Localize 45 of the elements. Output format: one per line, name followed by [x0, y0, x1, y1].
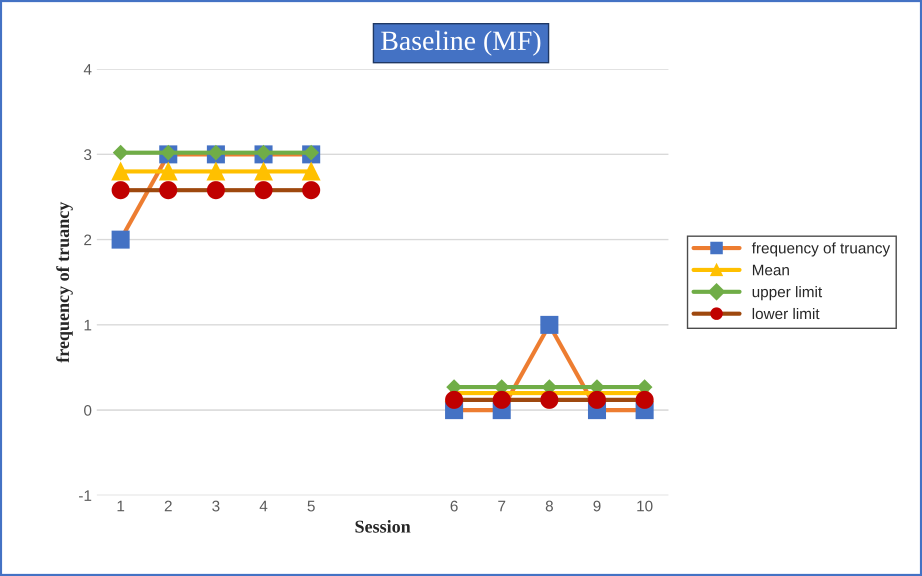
chart-title: Baseline (MF) [381, 30, 540, 56]
x-tick-label: 2 [164, 500, 172, 512]
point [304, 145, 319, 160]
x-tick-label: 1 [118, 500, 124, 512]
point [206, 181, 225, 200]
point [302, 162, 320, 180]
point [112, 181, 130, 200]
x-tick-label: 4 [260, 500, 268, 512]
x-tick-label: 8 [546, 500, 553, 512]
x-tick-label: 3 [212, 500, 220, 512]
point [636, 390, 654, 409]
legend-label: Mean [752, 264, 789, 276]
legend-label: upper limit [752, 286, 822, 300]
y-tick-label: 0 [84, 404, 92, 416]
point [160, 145, 176, 160]
y-tick-label: 2 [84, 234, 92, 246]
point [588, 390, 606, 409]
y-tick-label: 3 [84, 149, 92, 160]
x-tick-label: 10 [637, 500, 653, 512]
x-tick-label: 7 [498, 500, 506, 512]
point [206, 162, 225, 180]
legend-label: frequency of truancy [752, 242, 890, 257]
point [113, 145, 128, 160]
y-tick-label: -1 [79, 490, 92, 501]
point [302, 181, 320, 200]
point [256, 145, 272, 160]
legend-label: lower limit [752, 308, 820, 320]
point [112, 162, 130, 180]
point [540, 316, 558, 334]
y-axis-title: frequency of truancy [56, 202, 73, 363]
point [112, 230, 130, 249]
point [492, 390, 511, 409]
point [159, 162, 178, 180]
point [445, 390, 464, 409]
y-tick-label: 1 [84, 320, 92, 330]
point [159, 181, 178, 200]
point [254, 162, 273, 180]
x-tick-label: 9 [593, 500, 601, 512]
y-tick-label: 4 [84, 64, 92, 75]
point [254, 181, 273, 200]
x-axis-title: Session [355, 520, 410, 533]
x-tick-label: 6 [450, 500, 458, 512]
point [540, 390, 558, 409]
x-tick-label: 5 [308, 500, 315, 512]
point [208, 145, 224, 160]
